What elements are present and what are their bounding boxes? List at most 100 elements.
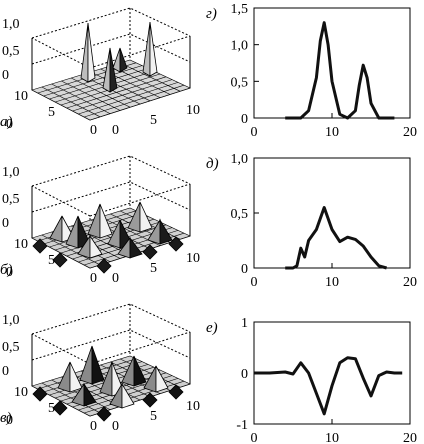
line-panel-2: 1,0 0,5 00 10 20 д) [206,152,417,290]
surface-peak [142,21,151,77]
x-tick-label: 0 [251,431,258,444]
surface-trough [142,244,158,260]
surface-peak [80,22,89,83]
y-tick-label: 1 [241,316,248,331]
grid-line [66,76,167,109]
grid-line [84,84,185,118]
y-tick-label: 1,0 [231,39,249,54]
surface-peak-shade [99,203,113,239]
surface-trough [32,238,48,254]
x-tick-label: 0 [112,123,119,138]
x-tick-label: 10 [186,251,200,266]
z-tick-label: 1,0 [2,313,20,328]
x-tick-label: 0 [251,125,258,140]
y-tick-label: 0,5 [231,207,249,222]
series-line [254,356,403,416]
surface-trough [32,386,48,402]
grid-line [90,71,151,102]
plot-frame [253,157,411,269]
x-tick-label: 10 [325,431,339,444]
y-tick-label: 10 [14,237,28,252]
x-tick-label: 10 [186,103,200,118]
surface-trough [168,236,184,252]
surface-peak-shade [159,218,173,245]
panel-label: в) [0,410,12,426]
surface-peak-shade [133,355,147,387]
z-tick-label: 0,5 [2,44,20,59]
z-tick-label: 0 [2,68,9,83]
line-panel-3: 10-10 10 20е) [206,316,417,444]
y-tick-label: 5 [48,105,55,120]
y-tick-label: 1,0 [231,152,249,167]
y-tick-label: 0 [241,262,248,277]
x-tick-label: 0 [90,419,97,434]
panel-label: а) [0,114,13,130]
y-tick-label: 0 [6,413,13,428]
z-tick-label: 0,5 [2,192,20,207]
surface-peak-shade [129,236,143,259]
y-tick-label: 0,5 [231,75,249,90]
line-panel-1: 1,5 1,0 0,5 00 10 20 г) [206,2,417,140]
y-tick-label: 10 [14,89,28,104]
x-tick-label: 10 [325,125,339,140]
surface-peak [57,361,71,393]
surface-peaks [32,345,184,422]
surface-peak-shade [119,47,128,73]
y-tick-label: 1,5 [231,2,249,17]
panel-label: е) [206,320,218,336]
z-tick-label: 0 [2,364,9,379]
x-tick-label: 5 [150,113,157,128]
grid-line [78,82,179,115]
y-tick-label: 0 [241,112,248,127]
surface-peak-shade [91,345,105,385]
y-tick-label: 0 [241,367,248,382]
x-tick-label: 20 [403,431,417,444]
x-tick-label: 0 [112,271,119,286]
right-column-line-plots: 1,51,00,500 10 20г)1,00,500 10 20д)10-10 10 20… [206,2,417,444]
surface-trough [96,258,112,274]
plot-frame [253,7,411,119]
y-tick-label: -1 [236,418,248,433]
x-tick-label: 0 [112,419,119,434]
grid-line [120,62,181,92]
surface-trough [96,406,112,422]
grid-line [72,79,173,112]
x-tick-label: 0 [251,275,258,290]
y-tick-label: 5 [48,253,55,268]
surface-trough [168,384,184,400]
surface-peak [49,215,63,243]
surface-peak-shade [121,382,135,409]
surface-peaks [80,21,158,93]
x-tick-label: 20 [403,125,417,140]
x-tick-label: 10 [186,399,200,414]
box-back-gridlines [31,7,191,120]
box-back-gridlines [31,303,191,416]
surface-peak-shade [139,201,153,233]
box-back-gridlines [31,155,191,268]
panel-label: д) [206,156,219,172]
y-tick-label: 0 [6,265,13,280]
surface-peak-shade [69,361,83,393]
x-tick-label: 5 [150,409,157,424]
surface-trough [52,252,68,268]
x-tick-label: 20 [403,275,417,290]
surface-peak-shade [149,21,158,77]
surface-peak-shade [89,234,103,259]
surface-peak-shade [83,382,97,407]
z-tick-label: 1,0 [2,165,20,180]
x-tick-label: 5 [150,261,157,276]
surface-trough [142,392,158,408]
series-line [285,21,395,120]
z-tick-label: 0,5 [2,340,20,355]
z-tick-label: 0 [2,216,9,231]
x-tick-label: 10 [325,275,339,290]
y-tick-label: 10 [14,385,28,400]
surface-peak-shade [87,22,96,83]
series-line [285,206,388,270]
x-tick-label: 0 [90,123,97,138]
